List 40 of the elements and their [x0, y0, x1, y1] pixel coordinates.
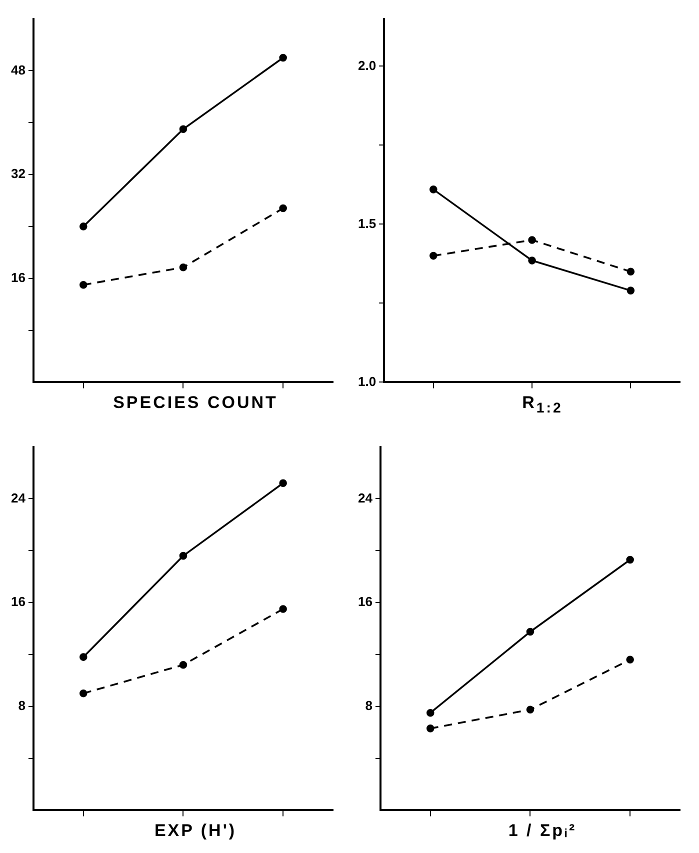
y-tick-label: 2.0	[358, 58, 376, 73]
y-tick-label: 48	[10, 62, 26, 78]
point	[79, 689, 88, 698]
x-axis-title: R$_{1:2}$	[521, 393, 564, 416]
point	[429, 186, 438, 194]
point	[279, 605, 287, 613]
point	[426, 724, 434, 732]
point	[626, 268, 635, 276]
point	[79, 222, 88, 230]
point	[179, 552, 188, 560]
point	[79, 280, 88, 289]
point	[426, 708, 434, 717]
point	[279, 204, 287, 212]
y-tick-label: 24	[10, 490, 26, 506]
point	[179, 263, 188, 272]
y-tick-label: 16	[10, 594, 26, 610]
point	[626, 286, 635, 294]
point	[528, 236, 536, 244]
y-tick-label: 32	[10, 166, 26, 182]
point	[526, 706, 534, 714]
y-tick-label: 8	[365, 698, 372, 713]
point	[526, 628, 534, 636]
y-tick-label: 1.0	[358, 374, 376, 389]
y-tick-label: 8	[18, 698, 26, 713]
point	[179, 660, 188, 669]
x-axis-title: SPECIES COUNT	[112, 393, 279, 413]
x-axis-title: EXP (H')	[153, 821, 238, 841]
y-tick-label: 16	[358, 594, 372, 610]
point	[79, 653, 88, 661]
point	[279, 54, 287, 62]
point	[626, 556, 634, 564]
y-tick-label: 1.5	[358, 216, 376, 231]
point	[279, 479, 287, 488]
x-axis-title: 1 / Σpᵢ²	[507, 821, 578, 841]
point	[429, 252, 438, 260]
point	[626, 656, 634, 664]
point	[179, 125, 188, 134]
y-tick-label: 24	[358, 490, 374, 506]
y-tick-label: 16	[10, 270, 26, 285]
point	[528, 256, 536, 264]
